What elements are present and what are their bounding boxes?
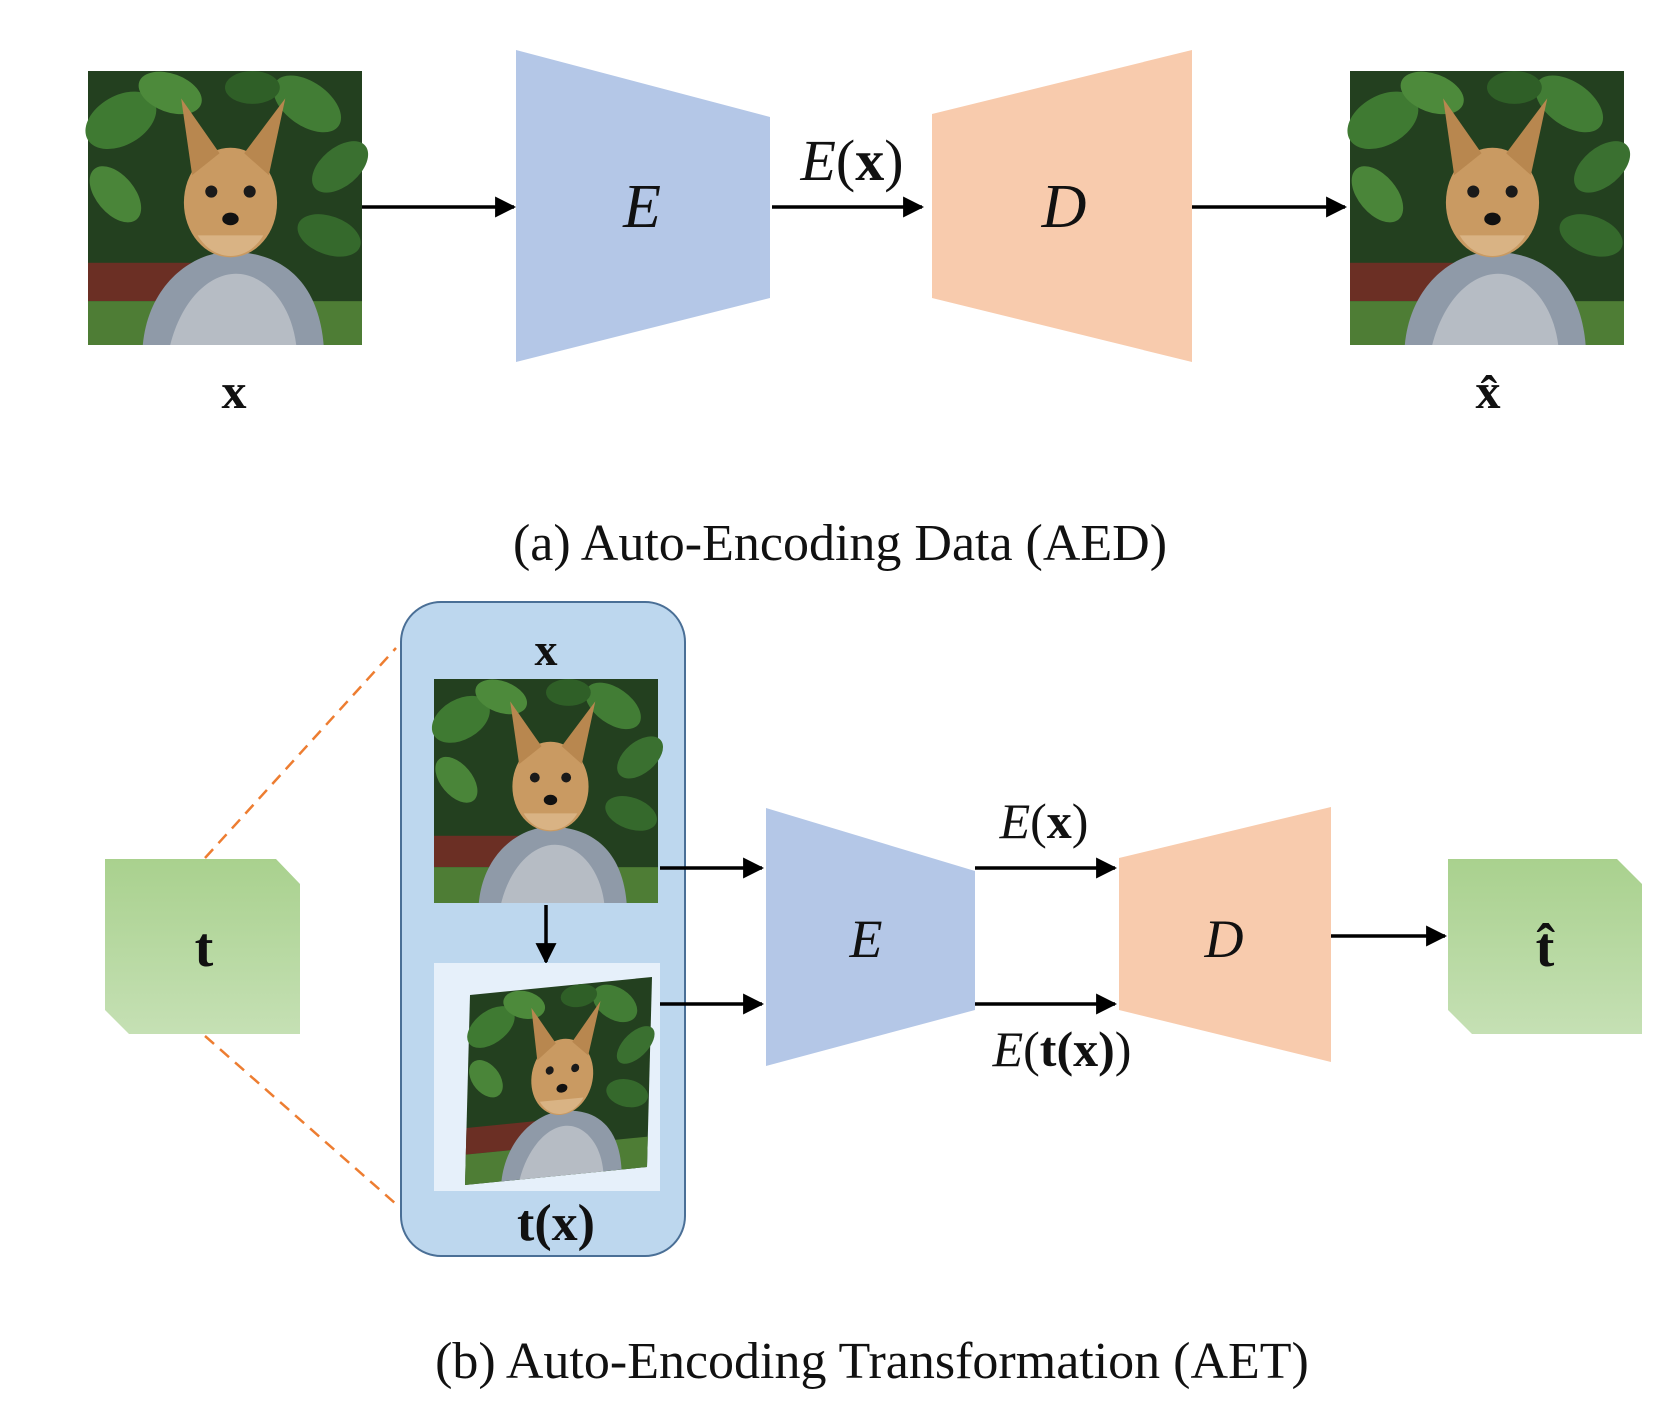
dashed-line-bottom (204, 1035, 397, 1205)
dashed-line-top (204, 647, 397, 859)
original-image-label: x (535, 624, 558, 675)
encoder-a (516, 50, 770, 362)
latent-label-a: E(x) (799, 128, 903, 193)
encoder-label-a: E (622, 173, 661, 241)
panel-a: x E E(x) D x̂ (a) Auto-Encoding Data (AE… (75, 50, 1640, 572)
transformed-image-b (456, 970, 663, 1186)
transformed-image-label: t(x) (517, 1195, 595, 1252)
input-image-a (75, 63, 378, 346)
encoder-label-b: E (849, 909, 883, 969)
original-image-b (423, 672, 671, 903)
output-label-b: t̂ (1536, 917, 1555, 979)
output-image-a (1337, 63, 1640, 346)
input-label-a: x (222, 363, 247, 419)
output-label-a: x̂ (1476, 363, 1501, 419)
transform-label: t (195, 917, 214, 979)
decoder-label-a: D (1041, 173, 1087, 241)
output-transform-box (1448, 859, 1642, 1034)
caption-b: (b) Auto-Encoding Transformation (AET) (435, 1333, 1309, 1390)
decoder-a (932, 50, 1192, 362)
encoder-b (766, 808, 975, 1066)
caption-a: (a) Auto-Encoding Data (AED) (513, 515, 1167, 572)
transform-box (105, 859, 300, 1034)
decoder-b (1119, 807, 1331, 1062)
latent-top-label: E(x) (999, 793, 1089, 849)
decoder-label-b: D (1204, 909, 1244, 969)
latent-bottom-label: E(t(x)) (992, 1021, 1132, 1077)
panel-b: t x t(x) E E(x) E(t(x)) D (105, 601, 1642, 1390)
